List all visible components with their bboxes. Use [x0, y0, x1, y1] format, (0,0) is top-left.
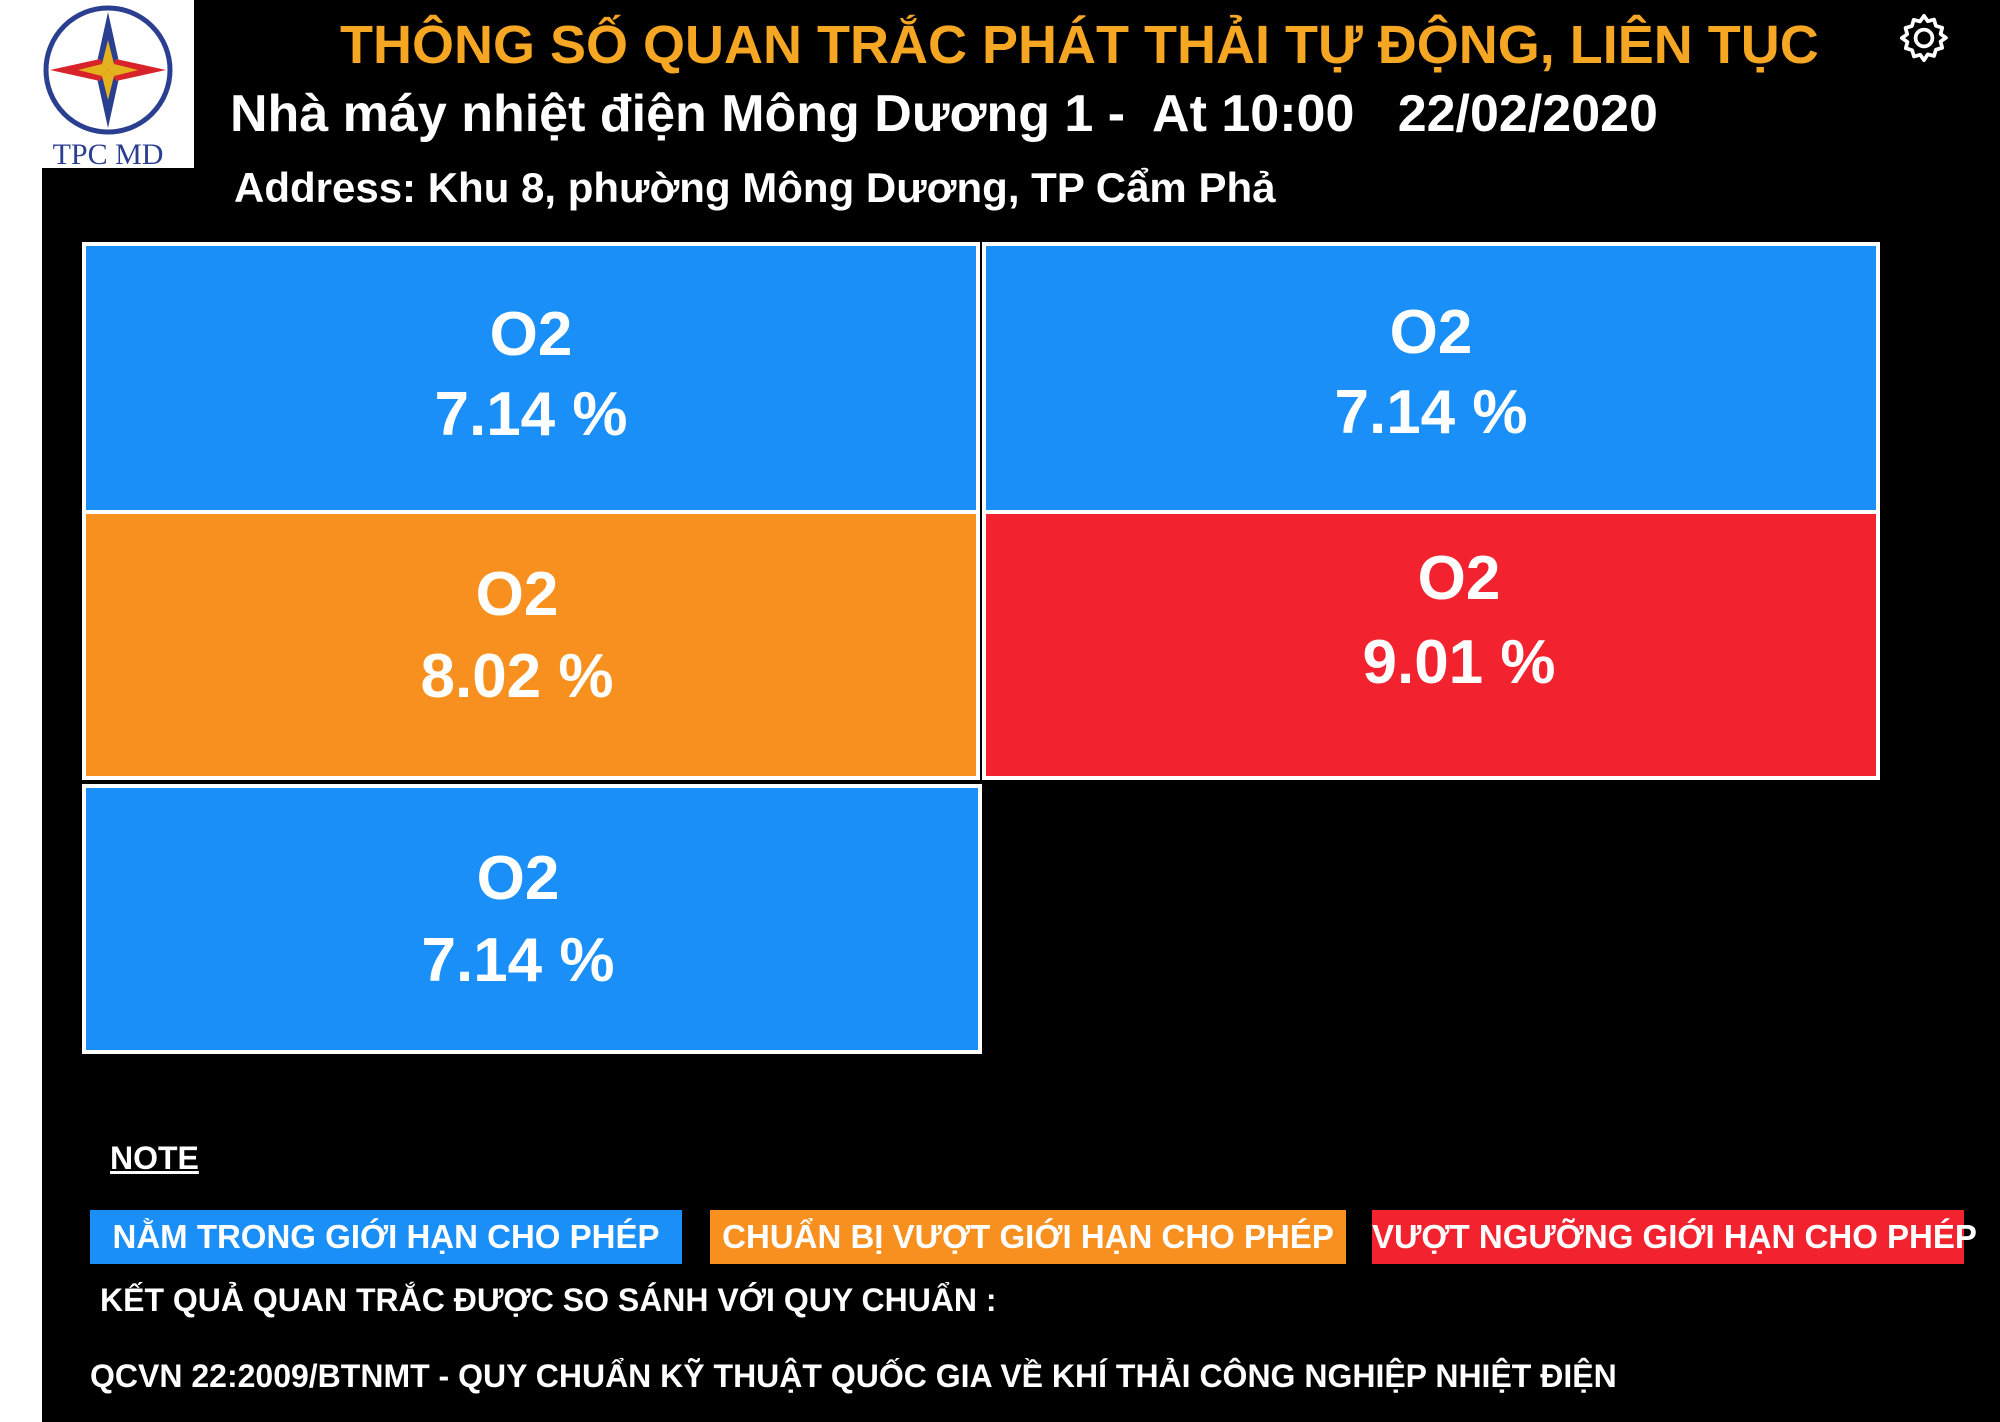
logo-text: TPC MD — [53, 138, 164, 168]
note-title: NOTE — [110, 1140, 199, 1176]
plant-and-timestamp: Nhà máy nhiệt điện Mông Dương 1 - At 10:… — [230, 85, 1658, 143]
reading-tile[interactable]: O2 7.14 % — [82, 242, 980, 514]
company-logo: TPC MD — [22, 0, 194, 168]
parameter-value: 8.02 % — [420, 642, 614, 711]
legend-within-limit: NẰM TRONG GIỚI HẠN CHO PHÉP — [90, 1210, 682, 1264]
parameter-name: O2 — [476, 844, 560, 913]
parameter-name: O2 — [1389, 298, 1473, 367]
reference-standard: QCVN 22:2009/BTNMT - QUY CHUẨN KỸ THUẬT … — [90, 1358, 1617, 1394]
reading-tile[interactable]: O2 7.14 % — [982, 242, 1880, 514]
page-title: THÔNG SỐ QUAN TRẮC PHÁT THẢI TỰ ĐỘNG, LI… — [340, 15, 1819, 75]
reading-tile[interactable]: O2 8.02 % — [82, 510, 980, 780]
reading-tile[interactable]: O2 7.14 % — [82, 784, 982, 1054]
comparison-label: KẾT QUẢ QUAN TRẮC ĐƯỢC SO SÁNH VỚI QUY C… — [100, 1282, 997, 1318]
parameter-value: 7.14 % — [421, 926, 615, 995]
parameter-value: 9.01 % — [1362, 628, 1556, 697]
legend-near-limit: CHUẨN BỊ VƯỢT GIỚI HẠN CHO PHÉP — [710, 1210, 1346, 1264]
parameter-name: O2 — [1417, 544, 1501, 613]
gear-icon[interactable] — [1896, 10, 1952, 66]
parameter-value: 7.14 % — [1334, 378, 1528, 447]
parameter-name: O2 — [489, 300, 573, 369]
plant-address: Address: Khu 8, phường Mông Dương, TP Cẩ… — [234, 164, 1276, 211]
parameter-name: O2 — [475, 560, 559, 629]
reading-tile[interactable]: O2 9.01 % — [982, 510, 1880, 780]
legend-over-limit: VƯỢT NGƯỠNG GIỚI HẠN CHO PHÉP — [1372, 1210, 1977, 1264]
parameter-value: 7.14 % — [434, 380, 628, 449]
